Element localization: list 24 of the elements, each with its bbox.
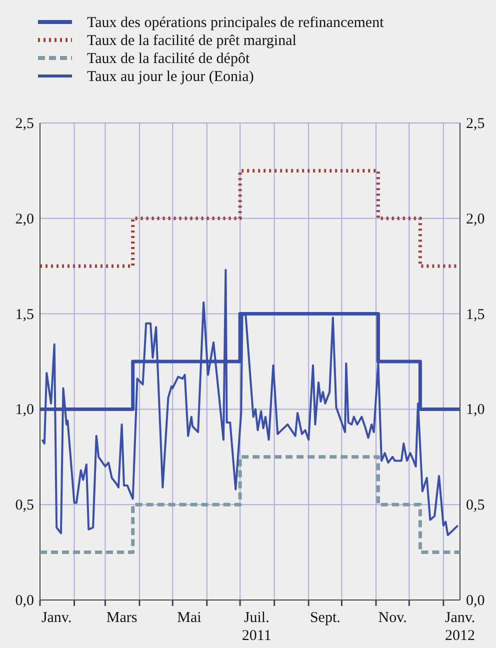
y2-tick-label: 1,0 xyxy=(466,402,485,418)
y-tick-label: 1,0 xyxy=(15,402,34,418)
line-series xyxy=(41,268,459,536)
y2-tick-label: 0,0 xyxy=(466,593,485,609)
y-tick-label: 2,0 xyxy=(15,211,34,228)
y-tick-label: 2,5 xyxy=(15,116,34,132)
y-tick-label: 1,5 xyxy=(15,306,34,323)
legend-label: Taux de la facilité de prêt marginal xyxy=(87,33,296,49)
x-tick-label: Nov. xyxy=(378,610,407,626)
legend-label: Taux au jour le jour (Eonia) xyxy=(87,69,254,85)
x-tick-label: Mars xyxy=(106,610,138,626)
y2-tick-label: 2,0 xyxy=(466,211,485,228)
legend-label: Taux de la facilité de dépôt xyxy=(87,51,250,67)
y2-tick-label: 0,5 xyxy=(466,498,485,514)
x-tick-label: Janv. xyxy=(41,610,72,626)
y2-tick-label: 1,5 xyxy=(466,306,485,323)
x-tick-label: Juil. 2011 xyxy=(242,610,272,644)
y-tick-label: 0,5 xyxy=(15,498,34,514)
y-tick-label: 0,0 xyxy=(15,593,34,609)
x-tick-label: Mai xyxy=(177,610,202,626)
x-tick-label: Janv. 2012 xyxy=(444,610,476,644)
legend-label: Taux des opérations principales de refinancement xyxy=(87,15,385,31)
y2-tick-label: 2,5 xyxy=(466,116,485,132)
x-tick-label: Sept. xyxy=(310,610,340,626)
